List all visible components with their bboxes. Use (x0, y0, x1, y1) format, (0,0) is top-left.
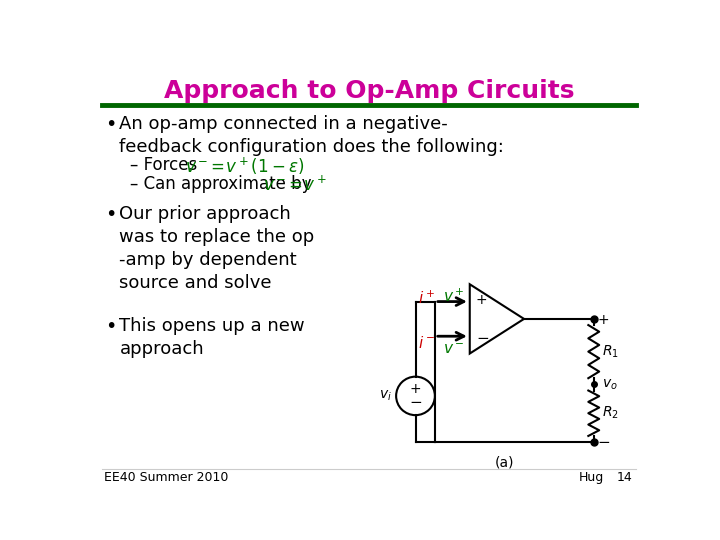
Text: $v^+$: $v^+$ (443, 288, 464, 305)
Text: $v^-\!=\!v^+$: $v^-\!=\!v^+$ (263, 175, 327, 194)
Text: $i^-$: $i^-$ (418, 335, 435, 350)
Text: $v_o$: $v_o$ (601, 377, 617, 392)
Text: 14: 14 (617, 471, 632, 484)
Text: (a): (a) (495, 456, 514, 470)
Text: Approach to Op-Amp Circuits: Approach to Op-Amp Circuits (163, 79, 575, 103)
Text: −: − (598, 435, 611, 450)
Text: +: + (476, 293, 487, 307)
Text: $R_1$: $R_1$ (601, 343, 618, 360)
Text: −: − (476, 330, 489, 346)
Text: •: • (106, 205, 117, 224)
Text: $R_2$: $R_2$ (601, 405, 618, 421)
Text: EE40 Summer 2010: EE40 Summer 2010 (104, 471, 228, 484)
Text: $v_i$: $v_i$ (379, 389, 392, 403)
Text: $v^-\!=\!v^+(1-\varepsilon)$: $v^-\!=\!v^+(1-\varepsilon)$ (185, 156, 305, 177)
Text: – Forces: – Forces (130, 156, 208, 174)
Text: Hug: Hug (578, 471, 603, 484)
Text: – Can approximate by: – Can approximate by (130, 175, 323, 193)
Text: This opens up a new
approach: This opens up a new approach (120, 318, 305, 358)
Text: −: − (409, 395, 422, 410)
Text: •: • (106, 115, 117, 134)
Text: Our prior approach
was to replace the op
-amp by dependent
source and solve: Our prior approach was to replace the op… (120, 205, 315, 292)
Text: +: + (410, 382, 421, 396)
Text: •: • (106, 318, 117, 336)
Text: +: + (598, 313, 609, 327)
Text: $v^-$: $v^-$ (443, 342, 464, 357)
Text: An op-amp connected in a negative-
feedback configuration does the following:: An op-amp connected in a negative- feedb… (120, 115, 504, 156)
Text: $i^+$: $i^+$ (418, 289, 435, 307)
